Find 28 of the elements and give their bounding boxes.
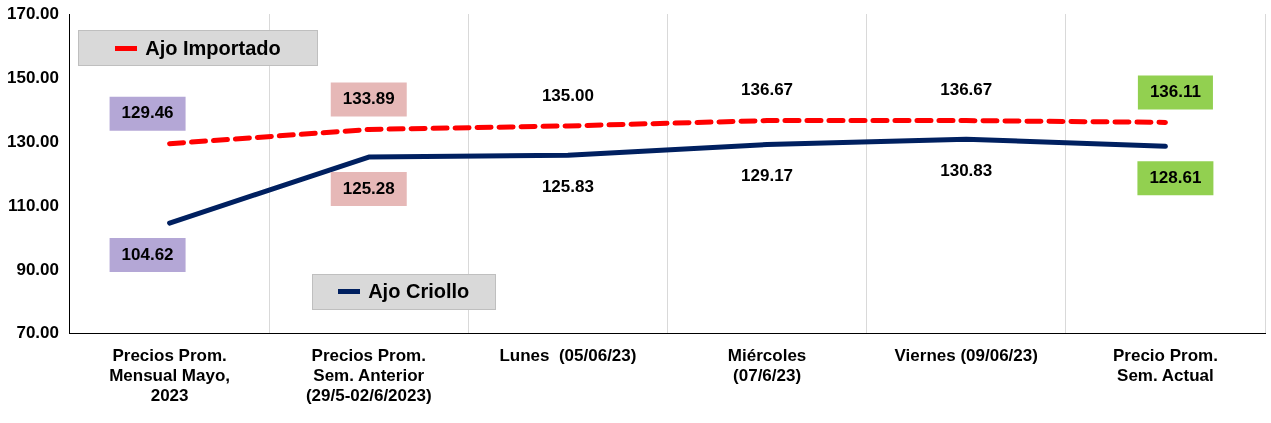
legend-label: Ajo Criollo	[368, 280, 470, 304]
text: 136.67	[741, 80, 794, 100]
y-tick-label: 70.00	[16, 323, 59, 343]
x-tick-label: Viernes (09/06/23)	[894, 345, 1038, 365]
y-tick-label: 130.00	[7, 131, 59, 151]
text: 136.67	[940, 80, 993, 100]
text: 104.62	[121, 244, 174, 264]
name-box: Ajo Criollo	[311, 273, 496, 310]
text: 135.00	[541, 85, 594, 105]
x-tick-label: Precios Prom. Mensual Mayo, 2023	[109, 345, 231, 406]
legend-label: Ajo Importado	[145, 36, 281, 60]
text: 125.28	[342, 178, 395, 198]
x-tick-label: Precio Prom. Sem. Actual	[1112, 345, 1218, 386]
y-tick-label: 170.00	[7, 3, 59, 23]
text: 128.61	[1149, 168, 1202, 188]
y-tick-label: 110.00	[7, 195, 59, 215]
name-box: Ajo Importado	[78, 30, 318, 66]
text: 130.83	[940, 160, 993, 180]
x-tick-label: Lunes (05/06/23)	[499, 345, 637, 365]
y-tick-label: 90.00	[16, 259, 59, 279]
text: 125.83	[541, 176, 594, 196]
x-tick-label: Precios Prom. Sem. Anterior (29/5-02/6/2023)	[305, 345, 432, 406]
text: 136.11	[1149, 82, 1201, 102]
x-tick-label: Miércoles (07/6/23)	[727, 345, 807, 386]
text: 129.46	[121, 103, 174, 123]
text: 129.17	[741, 166, 794, 186]
text: 133.89	[342, 89, 395, 109]
y-tick-label: 150.00	[7, 67, 59, 87]
